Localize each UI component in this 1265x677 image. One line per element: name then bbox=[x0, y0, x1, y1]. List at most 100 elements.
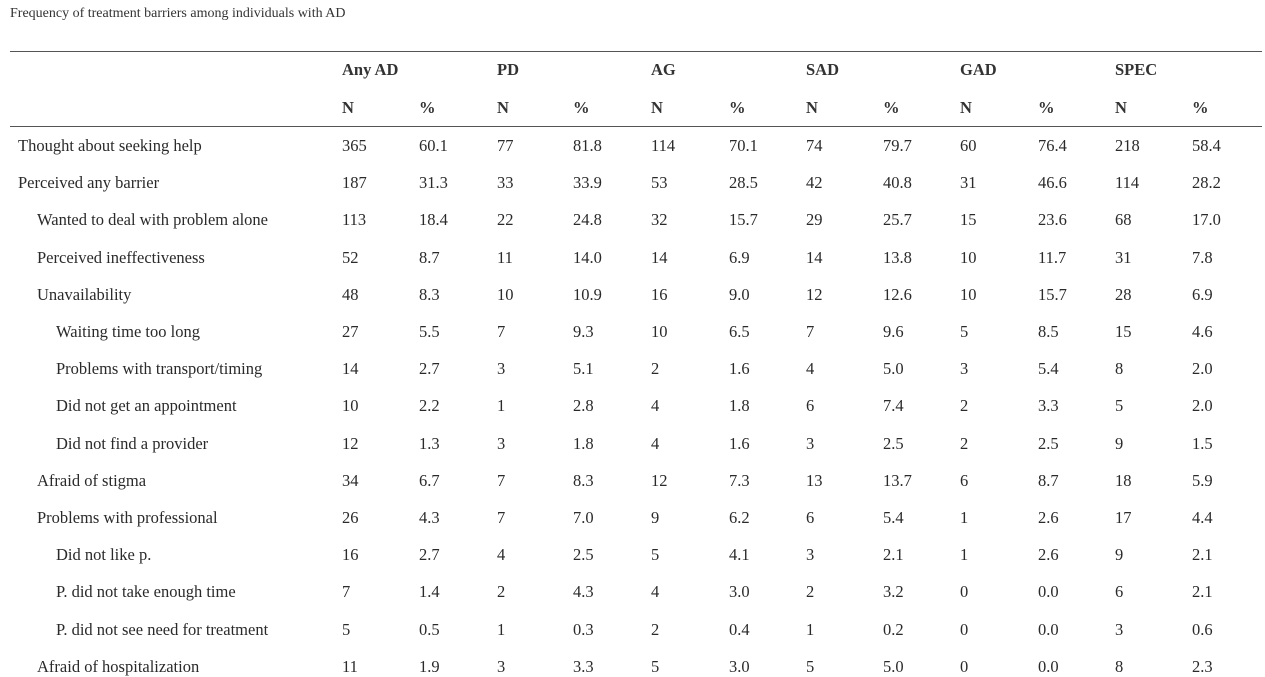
pct-cell: 0.0 bbox=[1038, 582, 1059, 601]
group-header: Any AD bbox=[342, 60, 399, 79]
n-cell: 12 bbox=[806, 285, 823, 304]
n-cell: 114 bbox=[1115, 173, 1140, 192]
pct-cell: 28.2 bbox=[1192, 173, 1221, 192]
n-cell: 3 bbox=[806, 545, 815, 564]
pct-cell: 70.1 bbox=[729, 136, 758, 155]
n-cell: 9 bbox=[651, 508, 660, 527]
n-cell: 6 bbox=[806, 508, 815, 527]
n-cell: 4 bbox=[651, 582, 660, 601]
group-header: SAD bbox=[806, 60, 840, 79]
n-cell: 4 bbox=[806, 359, 815, 378]
n-cell: 10 bbox=[960, 285, 977, 304]
table-caption: Frequency of treatment barriers among in… bbox=[10, 6, 346, 21]
pct-cell: 9.3 bbox=[573, 322, 594, 341]
pct-cell: 5.0 bbox=[883, 657, 904, 676]
pct-cell: 0.5 bbox=[419, 620, 440, 639]
n-cell: 77 bbox=[497, 136, 514, 155]
pct-cell: 2.5 bbox=[573, 545, 594, 564]
n-header: N bbox=[806, 98, 818, 117]
pct-cell: 5.1 bbox=[573, 359, 594, 378]
pct-cell: 1.9 bbox=[419, 657, 440, 676]
n-cell: 11 bbox=[497, 248, 513, 267]
pct-cell: 24.8 bbox=[573, 210, 602, 229]
pct-cell: 12.6 bbox=[883, 285, 912, 304]
pct-cell: 7.3 bbox=[729, 471, 750, 490]
pct-cell: 1.8 bbox=[573, 434, 594, 453]
pct-cell: 2.6 bbox=[1038, 508, 1059, 527]
pct-cell: 40.8 bbox=[883, 173, 912, 192]
n-cell: 5 bbox=[651, 657, 660, 676]
pct-cell: 33.9 bbox=[573, 173, 602, 192]
pct-header: % bbox=[883, 98, 900, 117]
pct-cell: 8.3 bbox=[419, 285, 440, 304]
n-cell: 3 bbox=[806, 434, 815, 453]
pct-cell: 2.1 bbox=[883, 545, 904, 564]
n-cell: 29 bbox=[806, 210, 823, 229]
pct-cell: 5.9 bbox=[1192, 471, 1213, 490]
pct-cell: 23.6 bbox=[1038, 210, 1067, 229]
n-cell: 32 bbox=[651, 210, 668, 229]
pct-cell: 4.1 bbox=[729, 545, 750, 564]
pct-cell: 28.5 bbox=[729, 173, 758, 192]
n-cell: 15 bbox=[1115, 322, 1132, 341]
row-label: Problems with professional bbox=[37, 508, 218, 527]
pct-cell: 6.9 bbox=[1192, 285, 1213, 304]
pct-cell: 7.8 bbox=[1192, 248, 1213, 267]
group-header: SPEC bbox=[1115, 60, 1158, 79]
pct-cell: 0.6 bbox=[1192, 620, 1213, 639]
pct-cell: 2.7 bbox=[419, 359, 440, 378]
pct-cell: 11.7 bbox=[1038, 248, 1067, 267]
n-cell: 0 bbox=[960, 582, 969, 601]
pct-cell: 17.0 bbox=[1192, 210, 1221, 229]
n-cell: 8 bbox=[1115, 657, 1124, 676]
n-cell: 0 bbox=[960, 620, 969, 639]
pct-cell: 4.3 bbox=[573, 582, 594, 601]
n-cell: 3 bbox=[497, 657, 506, 676]
n-cell: 27 bbox=[342, 322, 359, 341]
pct-cell: 2.6 bbox=[1038, 545, 1059, 564]
pct-cell: 4.6 bbox=[1192, 322, 1213, 341]
n-cell: 33 bbox=[497, 173, 514, 192]
pct-cell: 0.0 bbox=[1038, 657, 1059, 676]
n-cell: 28 bbox=[1115, 285, 1132, 304]
pct-cell: 3.0 bbox=[729, 582, 750, 601]
n-cell: 4 bbox=[651, 396, 660, 415]
n-cell: 7 bbox=[497, 471, 506, 490]
pct-cell: 2.7 bbox=[419, 545, 440, 564]
pct-cell: 2.1 bbox=[1192, 545, 1213, 564]
pct-cell: 1.8 bbox=[729, 396, 750, 415]
n-cell: 14 bbox=[342, 359, 359, 378]
n-header: N bbox=[497, 98, 509, 117]
pct-cell: 7.4 bbox=[883, 396, 904, 415]
pct-cell: 1.3 bbox=[419, 434, 440, 453]
n-cell: 365 bbox=[342, 136, 367, 155]
n-cell: 10 bbox=[960, 248, 977, 267]
n-cell: 3 bbox=[497, 359, 506, 378]
n-cell: 31 bbox=[960, 173, 977, 192]
pct-cell: 2.0 bbox=[1192, 396, 1213, 415]
n-cell: 5 bbox=[342, 620, 351, 639]
pct-cell: 76.4 bbox=[1038, 136, 1067, 155]
pct-cell: 3.0 bbox=[729, 657, 750, 676]
pct-header: % bbox=[729, 98, 746, 117]
n-cell: 1 bbox=[806, 620, 815, 639]
pct-cell: 8.3 bbox=[573, 471, 594, 490]
pct-cell: 18.4 bbox=[419, 210, 448, 229]
n-cell: 52 bbox=[342, 248, 359, 267]
n-cell: 7 bbox=[497, 322, 506, 341]
pct-cell: 6.7 bbox=[419, 471, 440, 490]
pct-cell: 4.4 bbox=[1192, 508, 1213, 527]
n-cell: 10 bbox=[342, 396, 359, 415]
row-label: P. did not take enough time bbox=[56, 582, 236, 601]
n-cell: 53 bbox=[651, 173, 668, 192]
n-cell: 0 bbox=[960, 657, 969, 676]
pct-cell: 8.7 bbox=[1038, 471, 1059, 490]
n-cell: 3 bbox=[497, 434, 506, 453]
n-cell: 114 bbox=[651, 136, 676, 155]
n-cell: 9 bbox=[1115, 434, 1124, 453]
pct-cell: 6.2 bbox=[729, 508, 750, 527]
pct-cell: 15.7 bbox=[1038, 285, 1067, 304]
n-cell: 8 bbox=[1115, 359, 1124, 378]
n-cell: 13 bbox=[806, 471, 823, 490]
n-cell: 12 bbox=[651, 471, 668, 490]
